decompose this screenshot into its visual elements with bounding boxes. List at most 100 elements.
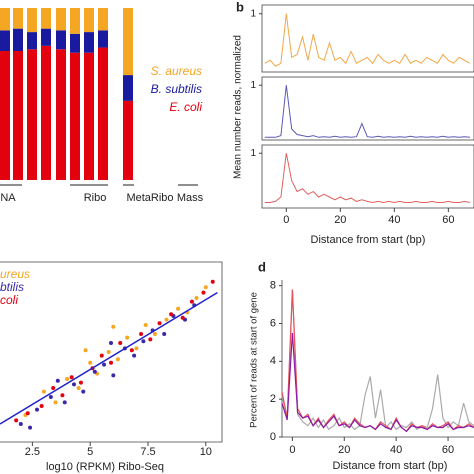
point bbox=[18, 422, 23, 426]
group-label: MetaRibo bbox=[126, 192, 173, 204]
bar-segment bbox=[27, 49, 37, 180]
bar-segment bbox=[98, 30, 108, 48]
x-axis-label: log10 (RPKM) Ribo-Seq bbox=[46, 461, 164, 473]
point bbox=[28, 425, 33, 430]
x-tick-label: 5 bbox=[87, 446, 93, 458]
point bbox=[139, 332, 144, 336]
point bbox=[106, 350, 111, 354]
x-tick-label: 7.5 bbox=[140, 446, 155, 458]
y-axis-label: Mean number reads, normalized bbox=[233, 35, 244, 179]
bar-segment bbox=[41, 8, 51, 29]
point bbox=[125, 335, 130, 340]
point bbox=[189, 299, 194, 304]
point bbox=[203, 285, 208, 290]
plot-frame bbox=[281, 280, 474, 438]
line bbox=[281, 289, 474, 433]
bar-segment bbox=[27, 8, 37, 33]
point bbox=[164, 317, 169, 322]
point bbox=[69, 375, 74, 380]
point bbox=[53, 400, 58, 405]
bar-segment bbox=[70, 52, 80, 180]
bar-segment bbox=[41, 28, 51, 46]
fit-line bbox=[0, 291, 218, 425]
group-label: Ribo bbox=[84, 192, 107, 204]
bar-segment bbox=[123, 8, 133, 76]
point bbox=[111, 373, 116, 378]
y-axis-label: Percent of reads at start of gene bbox=[249, 292, 260, 428]
point bbox=[201, 290, 206, 295]
subplot-frame bbox=[261, 4, 474, 73]
bar-segment bbox=[0, 30, 10, 51]
legend-entry: E. coli bbox=[169, 100, 202, 114]
group-label: NA bbox=[0, 192, 16, 204]
legend-entry: S. aureus bbox=[151, 64, 202, 78]
legend-entry: btilis bbox=[0, 280, 24, 294]
legend-entry: coli bbox=[0, 293, 18, 307]
legend-entry: B. subtilis bbox=[151, 82, 202, 96]
bar-segment bbox=[123, 100, 133, 180]
point bbox=[169, 312, 174, 317]
y-tick-label: 0 bbox=[270, 431, 276, 443]
point bbox=[111, 324, 116, 329]
point bbox=[180, 315, 185, 320]
point bbox=[65, 377, 70, 381]
bar-segment bbox=[70, 33, 80, 53]
line bbox=[281, 332, 474, 433]
bar-segment bbox=[84, 32, 94, 53]
point bbox=[72, 382, 76, 387]
point bbox=[129, 348, 134, 353]
y-tick-label: 1 bbox=[250, 80, 256, 91]
y-tick-label: 1 bbox=[250, 8, 256, 19]
point bbox=[51, 386, 56, 390]
x-tick-label: 20 bbox=[338, 444, 350, 456]
bar-segment bbox=[13, 8, 23, 29]
bar-segment bbox=[0, 8, 10, 31]
point bbox=[210, 279, 215, 284]
point bbox=[162, 332, 167, 336]
point bbox=[148, 337, 153, 342]
point bbox=[115, 357, 120, 362]
bar-segment bbox=[84, 8, 94, 33]
point bbox=[92, 369, 97, 374]
point bbox=[41, 389, 46, 394]
point bbox=[99, 353, 104, 358]
point bbox=[88, 360, 93, 365]
bar-segment bbox=[27, 32, 37, 50]
x-tick-label: 60 bbox=[442, 444, 454, 456]
x-tick-label: 0 bbox=[283, 214, 289, 226]
point bbox=[132, 353, 137, 358]
point bbox=[118, 341, 123, 345]
panel-label: d bbox=[258, 259, 266, 274]
x-tick-label: 20 bbox=[334, 214, 346, 226]
point bbox=[62, 400, 67, 405]
bar-segment bbox=[13, 51, 23, 180]
x-axis-label: Distance from start (bp) bbox=[333, 460, 448, 472]
x-tick-label: 2.5 bbox=[25, 446, 40, 458]
x-tick-label: 40 bbox=[390, 444, 402, 456]
bar-segment bbox=[56, 30, 66, 50]
point bbox=[81, 389, 86, 394]
line bbox=[264, 153, 470, 204]
point bbox=[102, 362, 107, 367]
line bbox=[281, 289, 474, 431]
bar-segment bbox=[70, 8, 80, 34]
bar-panel bbox=[0, 8, 133, 181]
y-tick-label: 8 bbox=[270, 280, 276, 292]
point bbox=[194, 296, 199, 300]
y-tick-label: 6 bbox=[270, 317, 276, 329]
line bbox=[264, 85, 470, 138]
subplot-frame bbox=[261, 144, 474, 209]
point bbox=[141, 339, 146, 344]
bar-segment bbox=[84, 52, 94, 180]
point bbox=[134, 346, 139, 351]
point bbox=[55, 378, 60, 383]
y-tick-label: 2 bbox=[270, 393, 276, 405]
point bbox=[109, 360, 113, 365]
point bbox=[14, 418, 19, 423]
line bbox=[264, 13, 471, 67]
bar-segment bbox=[123, 75, 133, 101]
x-tick-label: 0 bbox=[289, 444, 295, 456]
point bbox=[83, 348, 88, 353]
point bbox=[35, 407, 39, 412]
point bbox=[25, 411, 30, 416]
